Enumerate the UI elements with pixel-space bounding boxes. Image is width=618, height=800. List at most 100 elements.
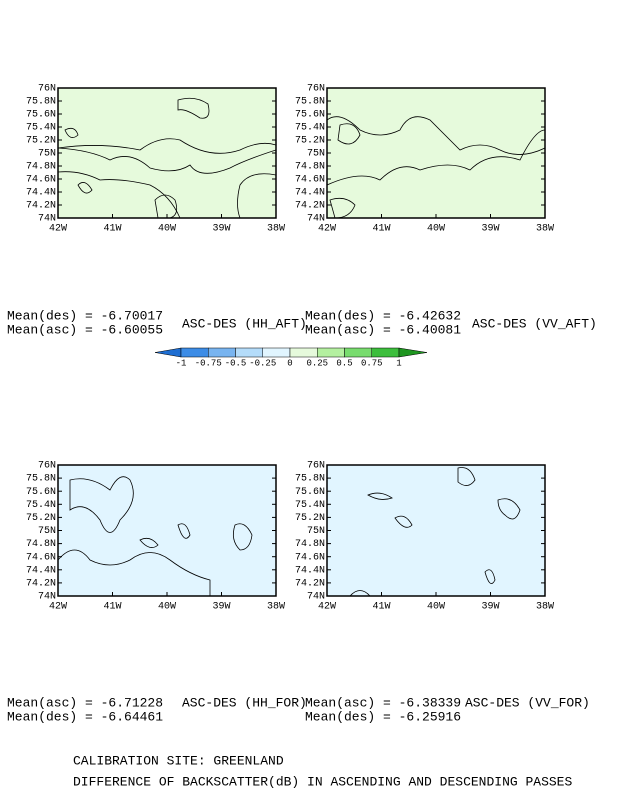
- y-tick-label: 75.8N: [295, 97, 325, 108]
- colorbar-label: 0: [287, 358, 292, 368]
- caption: DIFFERENCE OF BACKSCATTER(dB) IN ASCENDI…: [73, 774, 572, 789]
- panel-title: ASC-DES (HH_FOR): [182, 695, 307, 710]
- y-tick-label: 74.2N: [295, 201, 325, 212]
- colorbar-swatch: [208, 347, 236, 358]
- x-tick-label: 39W: [212, 602, 230, 613]
- y-tick-label: 75.6N: [295, 110, 325, 121]
- y-tick-label: 74.4N: [295, 188, 325, 199]
- contour-map: [327, 465, 545, 596]
- y-tick-label: 74.6N: [26, 552, 56, 563]
- y-tick-label: 75.2N: [26, 513, 56, 524]
- y-tick-label: 75.6N: [26, 110, 56, 121]
- mean-stat: Mean(des) = -6.64461: [7, 709, 163, 724]
- y-tick-label: 74.8N: [295, 162, 325, 173]
- x-tick-label: 42W: [318, 224, 336, 235]
- x-tick-label: 42W: [318, 602, 336, 613]
- colorbar-label: -0.5: [225, 358, 247, 368]
- y-tick-label: 76N: [38, 461, 56, 472]
- x-tick-label: 39W: [481, 602, 499, 613]
- y-tick-label: 75N: [38, 526, 56, 537]
- y-tick-label: 74.8N: [295, 539, 325, 550]
- y-tick-label: 74.8N: [26, 539, 56, 550]
- x-tick-label: 39W: [212, 224, 230, 235]
- y-tick-label: 75.4N: [295, 500, 325, 511]
- x-tick-label: 40W: [427, 602, 445, 613]
- y-tick-label: 74N: [38, 214, 56, 225]
- x-tick-label: 41W: [372, 602, 390, 613]
- y-tick-label: 75.8N: [295, 474, 325, 485]
- y-tick-label: 74.4N: [26, 188, 56, 199]
- x-tick-label: 42W: [49, 602, 67, 613]
- mean-stat: Mean(des) = -6.42632: [305, 308, 461, 323]
- x-tick-label: 38W: [267, 224, 285, 235]
- x-tick-label: 40W: [158, 224, 176, 235]
- y-tick-label: 74N: [307, 592, 325, 603]
- x-tick-label: 38W: [267, 602, 285, 613]
- y-tick-label: 74N: [307, 214, 325, 225]
- y-tick-label: 74.2N: [26, 579, 56, 590]
- x-tick-label: 38W: [536, 602, 554, 613]
- y-tick-label: 75.8N: [26, 97, 56, 108]
- mean-stat: Mean(des) = -6.70017: [7, 308, 163, 323]
- x-tick-label: 41W: [372, 224, 390, 235]
- y-tick-label: 75.2N: [295, 513, 325, 524]
- y-tick-label: 74N: [38, 592, 56, 603]
- y-tick-label: 75.6N: [26, 487, 56, 498]
- colorbar-swatch: [180, 347, 209, 358]
- y-tick-label: 75.8N: [26, 474, 56, 485]
- colorbar-end: [154, 347, 182, 358]
- mean-stat: Mean(asc) = -6.40081: [305, 322, 461, 337]
- colorbar-end: [398, 347, 428, 358]
- y-tick-label: 74.2N: [295, 579, 325, 590]
- colorbar-label: 0.5: [336, 358, 352, 368]
- y-tick-label: 74.6N: [295, 175, 325, 186]
- y-tick-label: 75.4N: [295, 123, 325, 134]
- x-tick-label: 39W: [481, 224, 499, 235]
- panel-title: ASC-DES (HH_AFT): [182, 316, 307, 331]
- mean-stat: Mean(asc) = -6.71228: [7, 695, 163, 710]
- colorbar-swatch: [262, 347, 291, 358]
- colorbar-label: 0.75: [361, 358, 383, 368]
- y-tick-label: 75.4N: [26, 123, 56, 134]
- contour-map: [58, 88, 276, 218]
- y-tick-label: 75N: [38, 149, 56, 160]
- y-tick-label: 74.4N: [295, 565, 325, 576]
- colorbar-label: -1: [176, 358, 187, 368]
- y-tick-label: 75N: [307, 149, 325, 160]
- x-tick-label: 40W: [427, 224, 445, 235]
- colorbar-label: 1: [396, 358, 401, 368]
- colorbar-swatch: [289, 347, 318, 358]
- colorbar-swatch: [371, 347, 400, 358]
- mean-stat: Mean(asc) = -6.60055: [7, 322, 163, 337]
- x-tick-label: 41W: [103, 602, 121, 613]
- y-tick-label: 75.2N: [295, 136, 325, 147]
- y-tick-label: 74.4N: [26, 565, 56, 576]
- y-tick-label: 76N: [38, 84, 56, 95]
- colorbar-swatch: [317, 347, 345, 358]
- y-tick-label: 75.4N: [26, 500, 56, 511]
- x-tick-label: 40W: [158, 602, 176, 613]
- site-label: CALIBRATION SITE: GREENLAND: [73, 753, 284, 768]
- colorbar-swatch: [235, 347, 263, 358]
- y-tick-label: 74.8N: [26, 162, 56, 173]
- colorbar-swatch: [344, 347, 372, 358]
- y-tick-label: 74.2N: [26, 201, 56, 212]
- panel-title: ASC-DES (VV_FOR): [465, 695, 590, 710]
- panel-title: ASC-DES (VV_AFT): [472, 316, 597, 331]
- x-tick-label: 42W: [49, 224, 67, 235]
- y-tick-label: 76N: [307, 84, 325, 95]
- colorbar-label: -0.25: [249, 358, 276, 368]
- mean-stat: Mean(asc) = -6.38339: [305, 695, 461, 710]
- y-tick-label: 74.6N: [26, 175, 56, 186]
- y-tick-label: 75N: [307, 526, 325, 537]
- y-tick-label: 74.6N: [295, 552, 325, 563]
- mean-stat: Mean(des) = -6.25916: [305, 709, 461, 724]
- x-tick-label: 38W: [536, 224, 554, 235]
- y-tick-label: 75.2N: [26, 136, 56, 147]
- y-tick-label: 75.6N: [295, 487, 325, 498]
- colorbar-label: 0.25: [306, 358, 328, 368]
- contour-map: [58, 465, 276, 596]
- y-tick-label: 76N: [307, 461, 325, 472]
- contour-map: [327, 88, 545, 218]
